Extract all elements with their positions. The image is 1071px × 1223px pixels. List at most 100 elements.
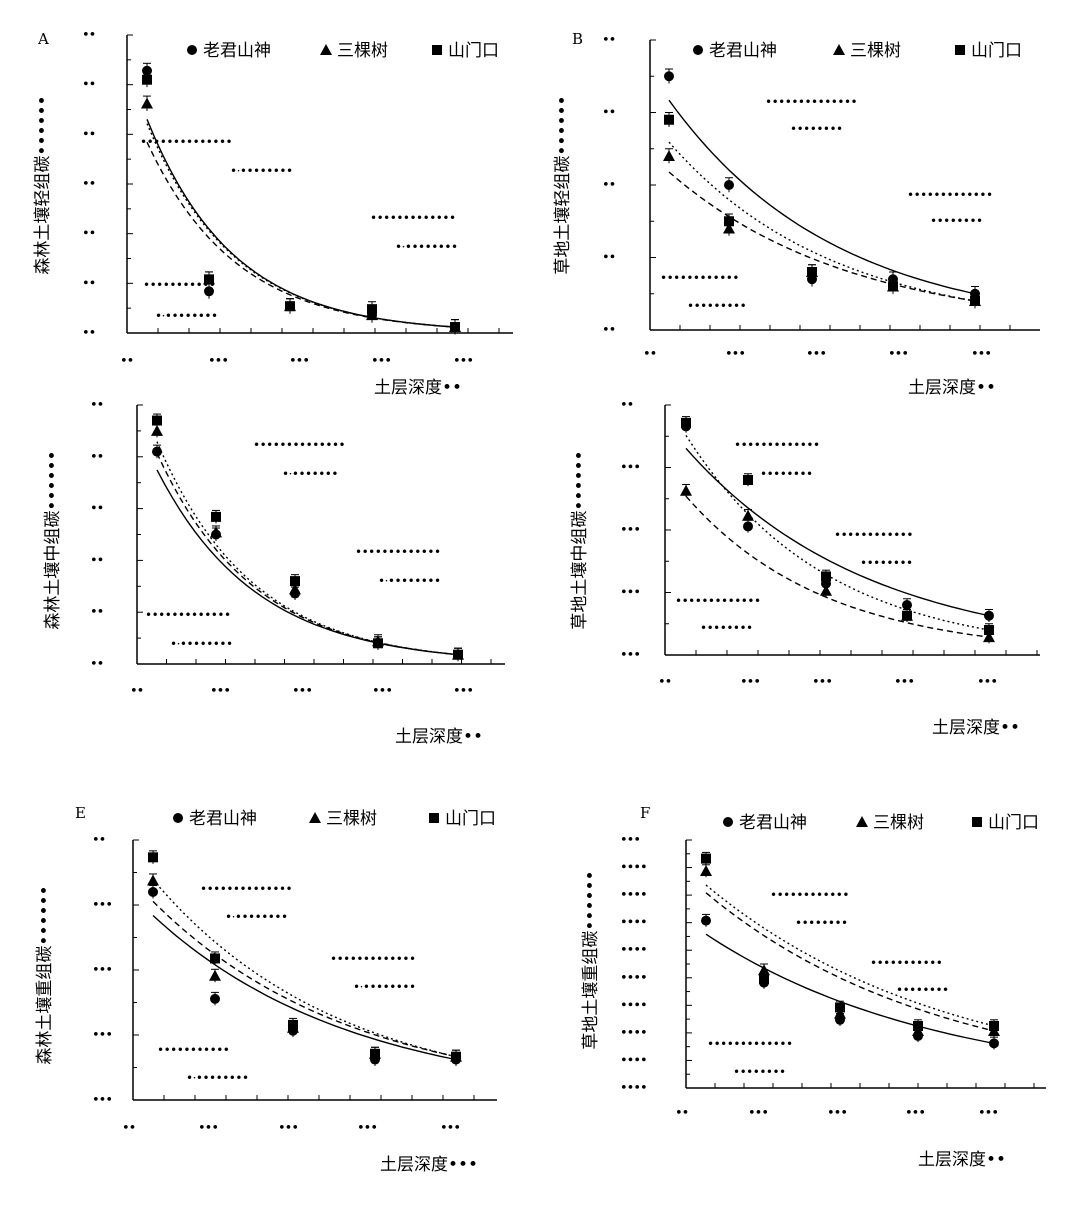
fit-curve-triangle [156,452,459,656]
equation-annotation: ••••••••••• [143,278,215,292]
equation-annotation: •••••••• [760,467,813,481]
equation-annotation: •·•••••••• [225,910,288,924]
y-tick-label: •• [82,78,95,93]
data-point-triangle [680,484,692,496]
y-axis-title: 草地土壤重组碳•••••• [580,870,601,1049]
y-tick-label: •• [602,323,615,338]
panel-c: •••••••••••••• ••• ••• ••• •••土层深度••森林土壤中组碳•… [42,398,505,747]
x-tick-label: ••• [357,1121,377,1136]
fit-curve-triangle [668,171,976,302]
legend-marker-triangle [856,816,868,827]
data-point-circle [984,610,994,621]
legend-label: 三棵树 [326,809,377,829]
y-axis-title: 森林土壤中组碳•••••• [42,450,63,629]
data-point-triangle [289,583,301,595]
panel-letter: F [640,804,650,822]
y-tick-label: •• [82,177,95,192]
y-tick-label: •• [92,833,105,848]
legend-marker-triangle [309,812,321,823]
x-tick-label: ••• [292,684,312,699]
x-axis-title: 土层深度•• [932,718,1020,738]
data-point-circle [724,180,734,190]
equation-annotation: •••••••••••••• [200,882,292,896]
y-axis-title: 草地土壤中组碳•••••• [569,450,590,629]
legend-marker-triangle [320,44,332,55]
data-point-triangle [141,97,153,109]
data-point-square [984,625,994,635]
panel-letter: B [572,30,583,48]
equation-annotation: •·••••••• [282,467,338,481]
data-point-square [152,415,162,426]
y-tick-label: •••• [620,1053,647,1068]
y-tick-label: •••• [620,916,647,931]
legend-label: 老君山神 [189,809,257,829]
data-point-circle [664,71,674,82]
data-point-square [821,571,831,582]
data-point-square [913,1021,923,1031]
data-point-circle [142,65,152,76]
legend-marker-circle [187,45,197,55]
data-point-circle [152,446,162,457]
legend-marker-square [972,817,982,827]
legend-marker-circle [173,813,183,823]
equation-annotation: •••••••• [896,983,949,997]
fit-curve-square [705,884,995,1027]
equation-annotation: •••••••• [930,214,983,228]
legend-marker-square [429,813,439,823]
data-point-square [835,1002,845,1013]
x-tick-label: ••• [440,1121,460,1136]
y-tick-label: •• [602,33,615,48]
x-tick-label: ••• [971,347,991,362]
y-tick-label: ••• [620,833,640,848]
x-tick-label: •• [120,354,133,369]
panel-b: •••••••••••• ••• ••• ••• •••土层深度••草地土壤轻组碳•••… [552,30,1040,398]
legend-label: 三棵树 [337,41,388,61]
data-point-circle [902,600,912,610]
y-tick-label: •• [90,553,103,568]
x-tick-label: ••• [371,354,391,369]
legend-label: 山门口 [448,41,499,61]
data-point-square [453,649,463,660]
y-tick-label: •• [90,502,103,517]
y-tick-label: •• [602,251,615,266]
equation-annotation: •••••••• [790,122,843,136]
x-tick-label: ••• [453,684,473,699]
data-point-circle [743,521,753,532]
equation-annotation: •••••••••••• [834,528,913,542]
y-tick-label: •• [82,326,95,341]
equation-annotation: •·•••••••• [395,240,458,254]
data-point-square [204,274,214,285]
data-point-square [743,475,753,485]
y-tick-label: ••• [92,1028,112,1043]
data-point-triangle [663,150,675,161]
x-tick-label: •• [122,1121,135,1136]
y-tick-label: •••• [620,998,647,1013]
x-axis-title: 土层深度•• [395,727,483,747]
x-tick-label: ••• [894,675,914,690]
fit-curve-triangle [705,892,995,1032]
data-point-square [888,281,898,292]
legend-marker-circle [723,817,733,827]
y-tick-label: •• [90,450,103,465]
data-point-square [759,973,769,984]
y-tick-label: ••• [92,898,112,913]
y-tick-label: •• [82,28,95,43]
data-point-square [370,1048,380,1059]
equation-annotation: •••••••• [700,621,753,635]
data-point-square [724,216,734,227]
panel-f: ••••••••••••••••••••••••••••••••••••••••… [580,804,1046,1170]
equation-annotation: ••••••••••••• [907,188,993,202]
x-tick-label: •• [130,684,143,699]
equation-annotation: ••••••••••• [870,956,942,970]
legend-label: 三棵树 [850,41,901,61]
equation-annotation: •••••••• [860,556,913,570]
data-point-triangle [700,865,712,876]
panel-letter: E [75,804,86,822]
x-tick-label: ••• [827,1106,847,1121]
x-axis-title: 土层深度••• [380,1155,478,1175]
data-point-square [989,1021,999,1031]
legend-label: 老君山神 [709,41,777,61]
data-point-circle [204,286,214,297]
y-tick-label: ••• [620,586,640,601]
